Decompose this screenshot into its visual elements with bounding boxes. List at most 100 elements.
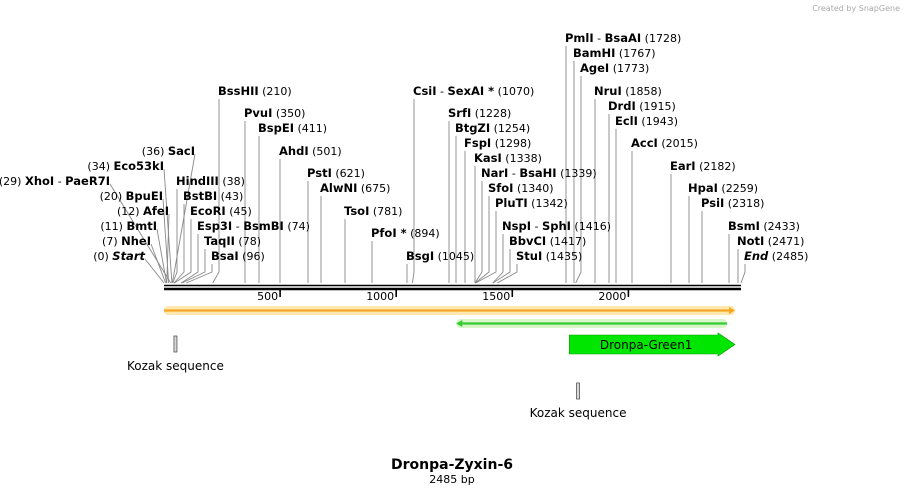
- site-connector-csii: [412, 99, 415, 284]
- site-agei[interactable]: AgeI (1773): [580, 61, 649, 75]
- site-name: HindIII: [176, 174, 219, 188]
- site-nhei[interactable]: (7) NheI: [102, 234, 151, 248]
- site-position: (7): [102, 235, 121, 248]
- site-bsmi[interactable]: BsmI (2433): [728, 219, 800, 233]
- site-label: PvuI (350): [244, 106, 305, 120]
- site-afei[interactable]: (12) AfeI: [117, 204, 169, 218]
- kozak-label: Kozak sequence: [530, 406, 627, 420]
- site-position: (2433): [760, 220, 800, 233]
- site-pfoi[interactable]: PfoI * (894): [371, 226, 440, 240]
- site-position: (2471): [764, 235, 804, 248]
- site-name: BsaAI: [605, 31, 642, 45]
- site-label: (34) Eco53kI: [87, 159, 164, 173]
- site-connector-bsshii: [212, 99, 220, 284]
- site-connector-eco53ki: [163, 168, 173, 284]
- site-name: Esp3I: [197, 219, 232, 233]
- site-end[interactable]: End (2485): [744, 249, 808, 263]
- site-name: EcoRI: [190, 204, 226, 218]
- site-connector-xhoi: [109, 183, 172, 284]
- site-name: EclI: [615, 114, 638, 128]
- site-name: NheI: [121, 234, 151, 248]
- site-connector-nspi: [492, 234, 504, 284]
- site-position: (1416): [571, 220, 611, 233]
- site-btgzi[interactable]: BtgZI (1254): [455, 121, 530, 135]
- site-bbvci[interactable]: BbvCI (1417): [509, 234, 586, 248]
- site-eco53ki[interactable]: (34) Eco53kI: [87, 159, 164, 173]
- site-ecori[interactable]: EcoRI (45): [190, 204, 252, 218]
- site-pluti[interactable]: PluTI (1342): [495, 196, 568, 210]
- site-noti[interactable]: NotI (2471): [737, 234, 804, 248]
- site-bpuei[interactable]: (20) BpuEI: [100, 189, 163, 203]
- site-tsoi[interactable]: TsoI (781): [344, 204, 402, 218]
- site-name: TaqII: [204, 234, 235, 248]
- site-position: (29): [0, 175, 25, 188]
- site-nspi[interactable]: NspI - SphI (1416): [502, 219, 611, 233]
- site-start[interactable]: (0) Start: [93, 249, 145, 263]
- site-separator: -: [594, 32, 605, 45]
- dronpa-feature-arrow[interactable]: [569, 332, 736, 357]
- site-xhoi[interactable]: (29) XhoI - PaeR7I: [0, 174, 110, 188]
- site-label: (11) BmtI: [100, 219, 157, 233]
- site-label: HindIII (38): [176, 174, 245, 188]
- site-esp3i[interactable]: Esp3I - BsmBI (74): [197, 219, 310, 233]
- site-nrui[interactable]: NruI (1858): [594, 84, 662, 98]
- site-nari[interactable]: NarI - BsaHI (1339): [481, 166, 597, 180]
- site-label: PmlI - BsaAI (1728): [565, 31, 681, 45]
- site-name: KasI: [474, 151, 502, 165]
- site-eari[interactable]: EarI (2182): [670, 159, 736, 173]
- site-bamhi[interactable]: BamHI (1767): [573, 46, 656, 60]
- site-separator: -: [232, 220, 243, 233]
- site-bsgi[interactable]: BsgI (1045): [406, 249, 474, 263]
- site-acci[interactable]: AccI (2015): [631, 136, 698, 150]
- site-separator: -: [531, 220, 542, 233]
- site-ahdi[interactable]: AhdI (501): [279, 144, 342, 158]
- site-connector-bsai: [186, 264, 213, 284]
- site-connector-ecori: [174, 219, 192, 284]
- site-bsshii[interactable]: BssHII (210): [218, 84, 292, 98]
- site-name: NspI: [502, 219, 531, 233]
- site-sfoi[interactable]: SfoI (1340): [488, 181, 554, 195]
- site-ecli[interactable]: EclI (1943): [615, 114, 678, 128]
- site-position: (2259): [718, 182, 758, 195]
- site-bmti[interactable]: (11) BmtI: [100, 219, 157, 233]
- site-stui[interactable]: StuI (1435): [516, 249, 582, 263]
- site-name: SexAI *: [447, 84, 494, 98]
- site-label: BsmI (2433): [728, 219, 800, 233]
- site-position: (1943): [638, 115, 678, 128]
- site-hindiii[interactable]: HindIII (38): [176, 174, 245, 188]
- snapgene-credit: Created by SnapGene: [812, 4, 900, 13]
- site-bsai[interactable]: BsaI (96): [211, 249, 265, 263]
- kozak-marker[interactable]: [173, 335, 178, 353]
- dronpa-label: Dronpa-Green1: [600, 338, 693, 352]
- site-hpai[interactable]: HpaI (2259): [688, 181, 758, 195]
- site-pvui[interactable]: PvuI (350): [244, 106, 305, 120]
- site-taqii[interactable]: TaqII (78): [204, 234, 261, 248]
- site-position: (1045): [434, 250, 474, 263]
- site-position: (34): [87, 160, 113, 173]
- site-connector-taqii: [181, 249, 206, 284]
- site-kasi[interactable]: KasI (1338): [474, 151, 542, 165]
- site-connector-esp3i: [180, 234, 199, 284]
- site-alwni[interactable]: AlwNI (675): [320, 181, 390, 195]
- site-csii[interactable]: CsiI - SexAI * (1070): [413, 84, 534, 98]
- site-srfi[interactable]: SrfI (1228): [448, 106, 511, 120]
- site-label: (12) AfeI: [117, 204, 169, 218]
- site-fspi[interactable]: FspI (1298): [464, 136, 531, 150]
- site-bspei[interactable]: BspEI (411): [258, 121, 327, 135]
- site-name: BspEI: [258, 121, 294, 135]
- site-psii[interactable]: PsiI (2318): [701, 196, 764, 210]
- site-name: Start: [112, 249, 145, 263]
- site-name: EarI: [670, 159, 696, 173]
- site-drdi[interactable]: DrdI (1915): [608, 99, 676, 113]
- site-label: FspI (1298): [464, 136, 531, 150]
- site-pmli[interactable]: PmlI - BsaAI (1728): [565, 31, 681, 45]
- site-name: StuI: [516, 249, 542, 263]
- site-psti[interactable]: PstI (621): [307, 166, 365, 180]
- site-position: (1338): [502, 152, 542, 165]
- site-position: (74): [284, 220, 310, 233]
- site-bstbi[interactable]: BstBI (43): [183, 189, 243, 203]
- kozak-marker[interactable]: [576, 382, 580, 400]
- site-label: PsiI (2318): [701, 196, 764, 210]
- site-saci[interactable]: (36) SacI: [142, 144, 195, 158]
